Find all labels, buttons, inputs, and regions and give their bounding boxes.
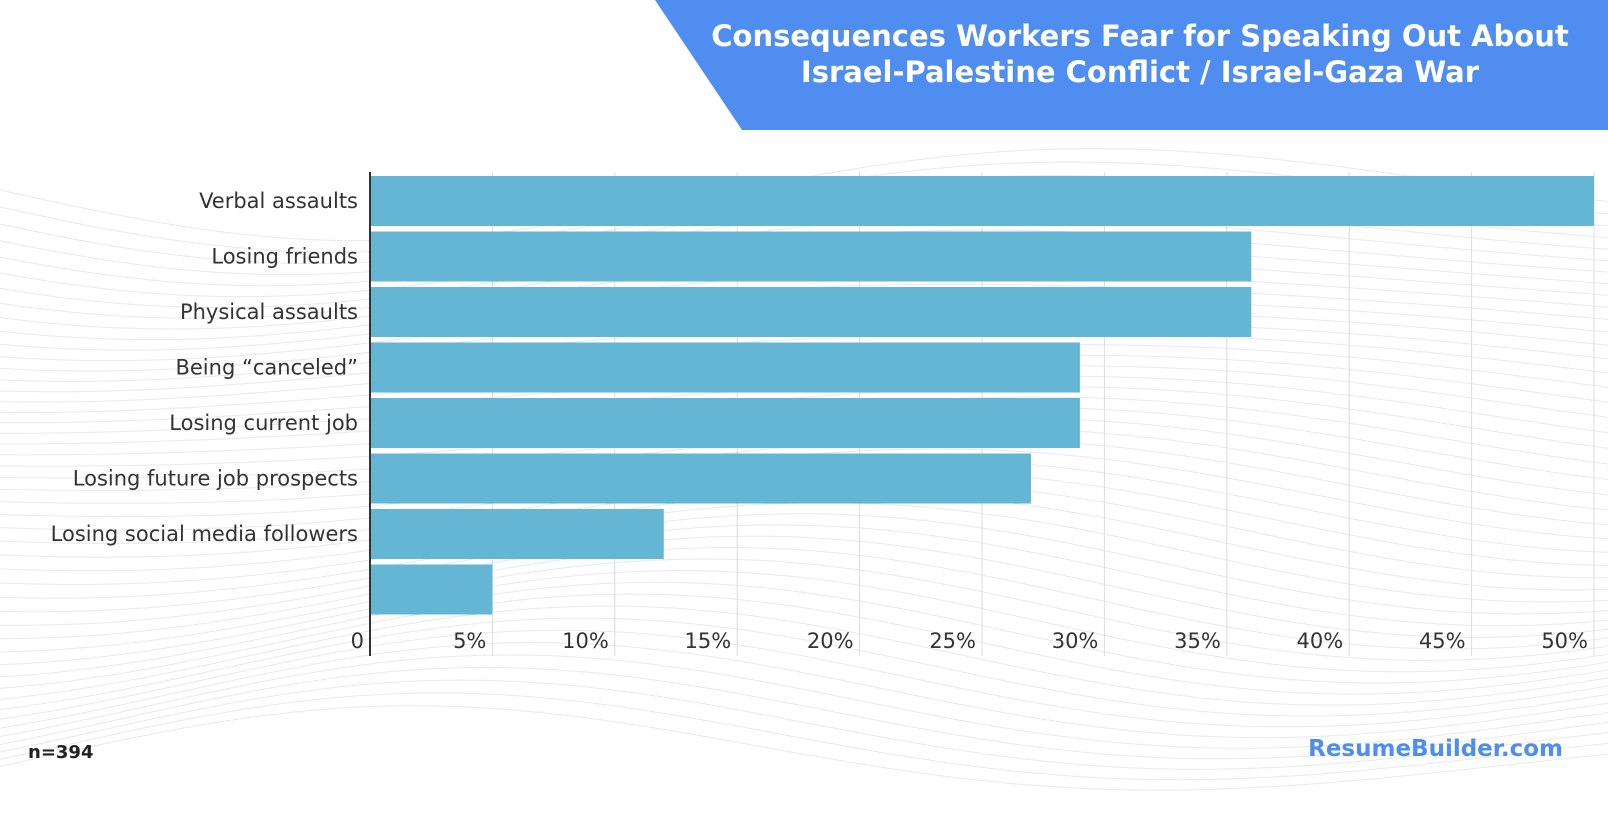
- category-label: Losing current job: [169, 411, 358, 435]
- x-tick-label: 10%: [562, 629, 609, 653]
- x-tick-label: 35%: [1174, 629, 1221, 653]
- background-wave-line: [0, 705, 1608, 791]
- bar: [370, 176, 1594, 226]
- background-wave-line: [0, 570, 1608, 673]
- bar: [370, 287, 1252, 337]
- background-wave-line: [0, 386, 1608, 449]
- bar: [370, 342, 1080, 393]
- background-wave-line: [0, 216, 1608, 298]
- background-wave-line: [0, 535, 1608, 638]
- bar: [370, 509, 664, 559]
- background-wave-line: [0, 679, 1608, 770]
- x-tick-label: 0: [351, 629, 364, 653]
- background-wave-line: [0, 593, 1608, 695]
- background-wave-line: [0, 524, 1608, 627]
- background-wave-line: [0, 617, 1608, 717]
- sample-size-note: n=394: [28, 742, 94, 763]
- background-wave-line: [0, 642, 1608, 739]
- background-wave-line: [0, 654, 1608, 749]
- bar: [370, 564, 493, 615]
- bars: [370, 176, 1594, 615]
- background-wave-line: [0, 558, 1608, 661]
- category-label: Physical assaults: [180, 300, 358, 324]
- bar: [370, 398, 1080, 448]
- x-tick-label: 20%: [807, 629, 854, 653]
- background-wave-line: [0, 546, 1608, 650]
- chart-title-line-2: Israel-Palestine Conflict / Israel-Gaza …: [800, 55, 1480, 89]
- x-tick-label: 5%: [453, 629, 486, 653]
- background-wave-line: [0, 692, 1608, 781]
- x-tick-label: 40%: [1297, 629, 1344, 653]
- background-wave-line: [0, 513, 1608, 615]
- brand-logo-text: ResumeBuilder.com: [1308, 736, 1563, 762]
- bar: [370, 453, 1031, 504]
- category-label: Losing friends: [211, 245, 358, 269]
- x-tick-label: 30%: [1052, 629, 1099, 653]
- category-label: Losing future job prospects: [73, 467, 358, 491]
- background-wave-line: [0, 333, 1608, 393]
- category-label: Losing social media followers: [51, 522, 358, 546]
- background-wave-line: [0, 581, 1608, 684]
- x-tick-label: 50%: [1541, 629, 1588, 653]
- chart-title: Consequences Workers Fear for Speaking O…: [700, 18, 1580, 90]
- background-wave-line: [0, 666, 1608, 760]
- title-banner: [655, 0, 1608, 130]
- x-tick-label: 45%: [1419, 629, 1466, 653]
- x-tick-label: 25%: [929, 629, 976, 653]
- background-wave-line: [0, 605, 1608, 706]
- bar: [370, 231, 1252, 282]
- chart-title-line-1: Consequences Workers Fear for Speaking O…: [711, 19, 1569, 53]
- category-labels: Verbal assaults Losing friends Physical as…: [51, 189, 358, 546]
- x-tick-labels: 0 5% 10% 15% 20% 25% 30% 35% 40% 45% 50%: [351, 629, 1588, 653]
- background-wave-line: [0, 629, 1608, 728]
- category-label: Verbal assaults: [199, 189, 358, 213]
- category-label: Being “canceled”: [175, 356, 358, 380]
- x-tick-label: 15%: [685, 629, 732, 653]
